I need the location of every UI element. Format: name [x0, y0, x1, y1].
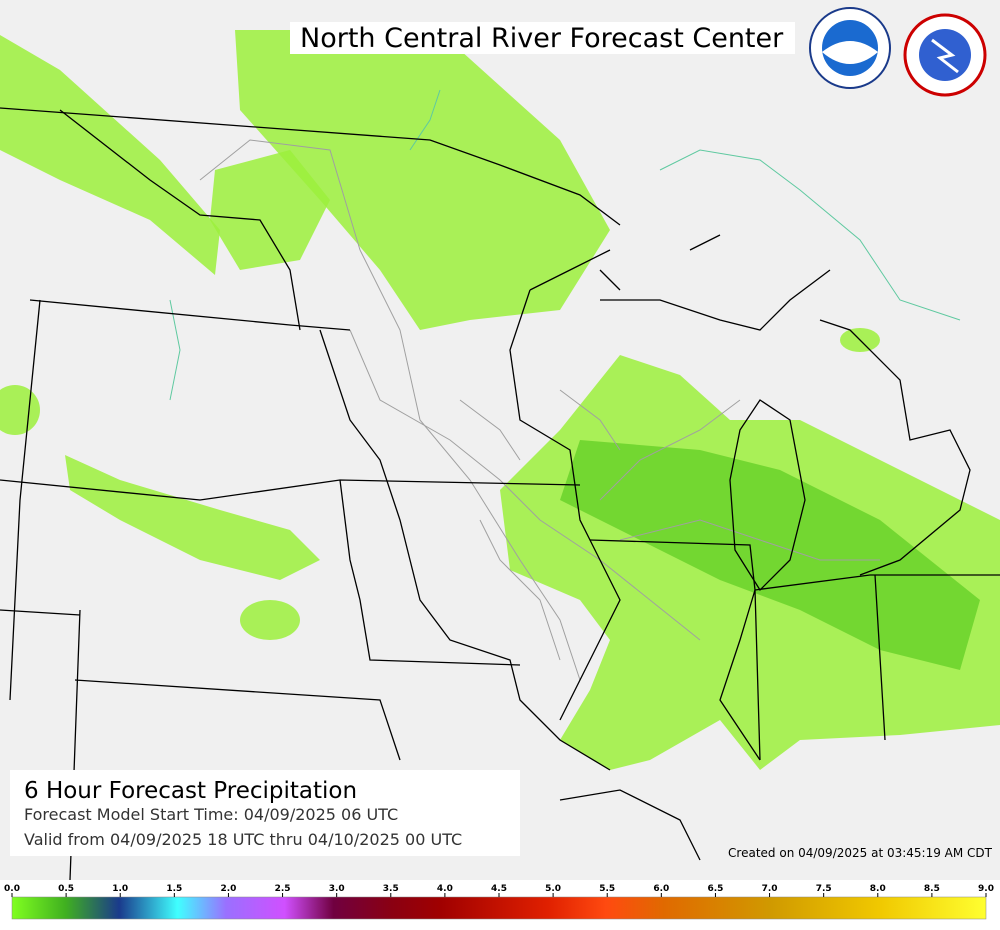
basin-border	[349, 329, 701, 641]
tick-label: 3.0	[329, 884, 345, 894]
border	[29, 299, 351, 331]
title-background	[290, 22, 795, 54]
river	[659, 149, 961, 321]
border	[59, 109, 301, 331]
border	[0, 299, 401, 881]
border	[589, 539, 761, 761]
border	[339, 479, 521, 666]
border	[819, 319, 971, 576]
state-borders	[0, 107, 1000, 881]
basin-border	[199, 139, 581, 681]
basin-border	[459, 389, 621, 661]
border	[754, 574, 1000, 761]
border	[0, 107, 621, 226]
tick-label: 0.0	[4, 884, 20, 894]
tick-label: 1.0	[112, 884, 128, 894]
border	[599, 234, 721, 291]
tick-label: 1.5	[166, 884, 182, 894]
border	[0, 479, 581, 501]
tick-label: 2.0	[220, 884, 236, 894]
valid-period: Valid from 04/09/2025 18 UTC thru 04/10/…	[24, 830, 462, 849]
tick-label: 5.5	[599, 884, 615, 894]
map	[0, 30, 1000, 881]
border	[559, 789, 701, 861]
rivers	[169, 89, 961, 401]
river	[169, 299, 181, 401]
precip-area	[0, 35, 220, 275]
basin-borders	[199, 139, 880, 681]
color-bar	[11, 896, 987, 920]
precip-area	[560, 440, 980, 670]
noaa-logo	[809, 7, 891, 89]
river	[409, 89, 441, 151]
tick-label: 6.5	[707, 884, 723, 894]
border	[319, 329, 611, 771]
tick-label: 8.0	[870, 884, 886, 894]
tick-label: 2.5	[275, 884, 291, 894]
info-box	[10, 770, 520, 856]
tick-label: 6.0	[653, 884, 669, 894]
tick-label: 7.0	[762, 884, 778, 894]
tick-label: 5.0	[545, 884, 561, 894]
title: North Central River Forecast Center	[300, 23, 784, 54]
tick-label: 7.5	[816, 884, 832, 894]
precip-area	[235, 30, 610, 330]
tick-label: 0.5	[58, 884, 74, 894]
precip-area	[240, 600, 300, 640]
basin-border	[599, 399, 880, 561]
created-stamp: Created on 04/09/2025 at 03:45:19 AM CDT	[728, 846, 993, 860]
lake-michigan	[729, 399, 806, 592]
precipitation	[0, 30, 1000, 770]
tick-label: 9.0	[978, 884, 994, 894]
precip-area	[65, 455, 320, 580]
tick-label: 3.5	[383, 884, 399, 894]
product-title: 6 Hour Forecast Precipitation	[24, 778, 357, 804]
tick-label: 8.5	[924, 884, 940, 894]
tick-label: 4.0	[437, 884, 453, 894]
nws-logo	[903, 13, 987, 97]
model-start: Forecast Model Start Time: 04/09/2025 06…	[24, 805, 398, 824]
tick-label: 4.5	[491, 884, 507, 894]
precip-area	[210, 150, 330, 270]
border	[600, 269, 831, 331]
color-bar-ticks: 0.0 0.5 1.0 1.5 2.0 2.5 3.0 3.5 4.0 4.5 5.0 5.5 6.0 6…	[4, 884, 994, 897]
